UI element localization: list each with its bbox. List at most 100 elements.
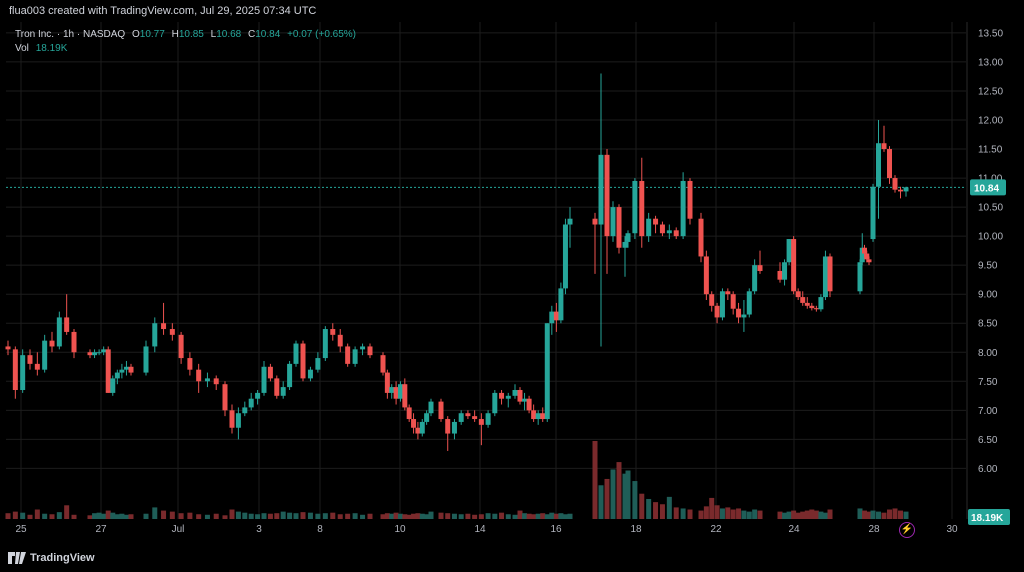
volume-bar — [315, 513, 321, 519]
volume-bar — [300, 512, 306, 519]
volume-bar — [544, 514, 550, 519]
volume-bar — [866, 511, 872, 519]
candle-body — [544, 323, 550, 420]
candle-body — [526, 398, 532, 411]
volume-bar — [540, 513, 546, 519]
candle-body — [267, 366, 273, 379]
candle-body — [152, 323, 158, 347]
candle-body — [730, 294, 736, 309]
lightning-icon[interactable]: ⚡ — [899, 522, 915, 538]
candle-body — [27, 355, 33, 364]
candle-body — [419, 421, 425, 434]
candle-body — [881, 143, 887, 150]
volume-bar — [813, 510, 819, 519]
candle-body — [892, 178, 898, 190]
candle-body — [411, 419, 417, 428]
candle-body — [741, 314, 747, 318]
ohlc-legend-row: Tron Inc. · 1h · NASDAQ O10.77 H10.85 L1… — [15, 28, 356, 42]
volume-bar — [12, 511, 18, 519]
candle-body — [458, 413, 464, 422]
volume-bar — [169, 511, 175, 519]
candle-body — [818, 297, 824, 310]
volume-bar — [56, 512, 62, 519]
candle-body — [428, 401, 434, 414]
price-tick-label: 10.50 — [978, 203, 1003, 214]
volume-bar — [680, 508, 686, 519]
volume-bar — [92, 513, 98, 519]
candle-body — [5, 346, 11, 350]
candle-body — [535, 413, 541, 420]
open-label: O — [132, 29, 140, 40]
volume-bar — [27, 514, 33, 519]
price-tick-label: 10.00 — [978, 232, 1003, 243]
volume-badge: 18.19K — [968, 509, 1010, 525]
candlestick-chart[interactable]: 13.50 13.00 12.50 12.00 11.50 11.00 10.50 10.00… — [0, 22, 1024, 544]
volume-bar — [307, 512, 313, 519]
volume-bar — [345, 513, 351, 519]
chart-area[interactable]: 13.50 13.00 12.50 12.00 11.50 11.00 10.50 10.00… — [0, 22, 1024, 544]
volume-bar — [746, 511, 752, 519]
volume-bar — [293, 513, 299, 519]
price-axis: 13.50 13.00 12.50 12.00 11.50 11.00 10.50 10.00… — [978, 28, 1003, 474]
volume-bar — [714, 505, 720, 519]
volume-bar — [478, 514, 484, 519]
volume-bar — [827, 509, 833, 519]
low-value: 10.68 — [216, 29, 242, 40]
volume-bar — [42, 513, 48, 519]
candle-body — [795, 291, 801, 298]
candle-body — [859, 247, 865, 263]
candle-body — [604, 154, 610, 237]
volume-bar — [415, 513, 421, 519]
volume-bar — [472, 514, 478, 519]
candle-body — [119, 369, 125, 373]
candle-body — [725, 291, 731, 295]
candle-body — [360, 346, 366, 350]
volume-bar — [499, 512, 505, 519]
volume-bar — [659, 504, 665, 519]
time-tick-label: 27 — [95, 524, 107, 535]
time-tick-label: 22 — [710, 524, 722, 535]
volume-bar — [870, 510, 876, 519]
volume-bar — [196, 514, 202, 519]
candle-body — [393, 387, 399, 399]
volume-bar — [725, 507, 731, 519]
candle-body — [531, 410, 537, 420]
candle-body — [777, 270, 783, 280]
volume-bar — [903, 511, 909, 519]
candle-body — [876, 143, 881, 187]
candle-body — [451, 421, 457, 434]
volume-bar — [64, 505, 70, 519]
current-price-badge: 10.84 — [970, 179, 1006, 196]
volume-bar — [625, 470, 631, 519]
volume-bar — [795, 512, 801, 519]
price-tick-label: 8.00 — [978, 348, 998, 359]
volume-bar — [804, 510, 810, 519]
candle-body — [307, 369, 313, 379]
footer-bar: TradingView — [0, 544, 1024, 572]
candle-body — [703, 256, 709, 295]
volume-bar — [673, 507, 679, 519]
candle-body — [248, 398, 254, 408]
volume-bar — [492, 513, 498, 519]
volume-bar — [800, 511, 806, 519]
candle-body — [204, 378, 210, 382]
candle-body — [337, 334, 343, 347]
volume-bar — [114, 514, 120, 519]
tradingview-brand: TradingView — [30, 552, 95, 564]
volume-bar — [562, 514, 568, 519]
candle-body — [101, 349, 107, 353]
candle-body — [887, 149, 892, 179]
tradingview-logo[interactable]: TradingView — [8, 550, 95, 566]
candle-body — [673, 230, 679, 237]
volume-bar — [229, 509, 235, 519]
candle-body — [698, 218, 704, 257]
volume-bar — [616, 462, 622, 519]
candle-body — [786, 239, 792, 263]
volume-bar — [280, 511, 286, 519]
symbol-title[interactable]: Tron Inc. · 1h · NASDAQ — [15, 29, 126, 40]
volume-bar — [549, 512, 555, 519]
volume-bar — [465, 513, 471, 519]
candle-body — [659, 224, 665, 234]
volume-bar — [248, 513, 254, 519]
candle-body — [903, 187, 909, 192]
